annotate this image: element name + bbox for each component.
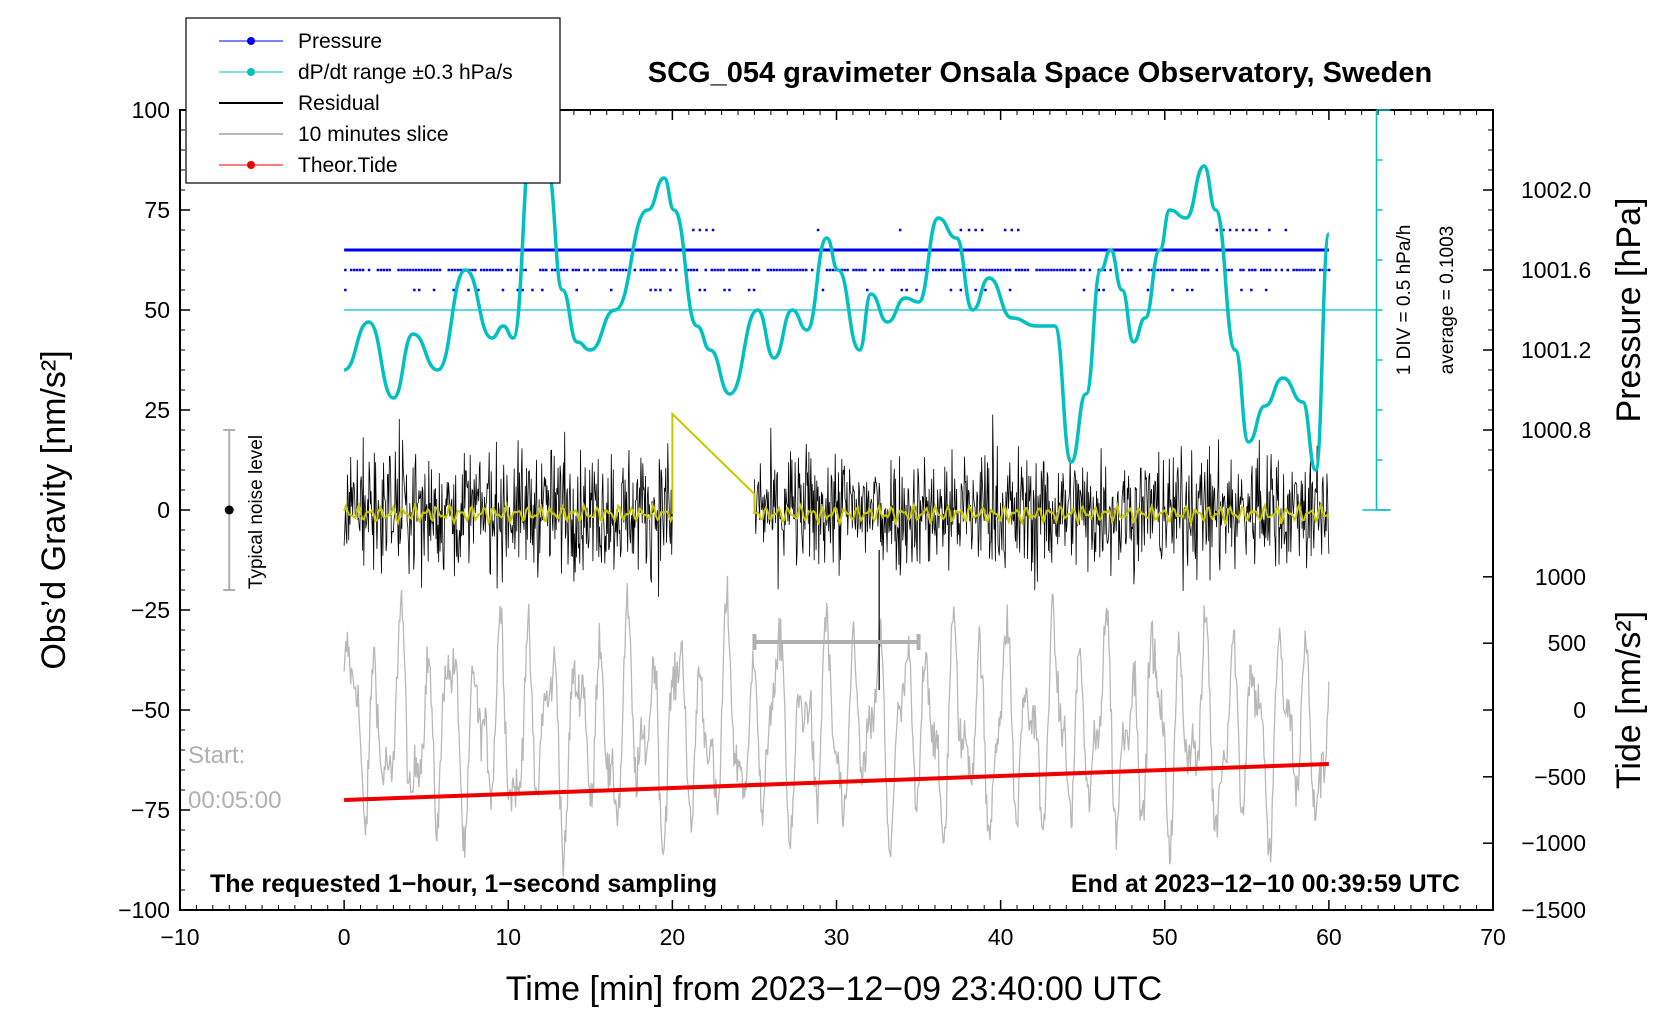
y-axis-label-left: Obs’d Gravity [nm/s²] (35, 350, 73, 669)
tide-tick-label: 1000 (1535, 564, 1586, 590)
x-axis-label: Time [min] from 2023−12−09 23:40:00 UTC (506, 970, 1162, 1008)
legend-label: Theor.Tide (298, 154, 398, 177)
x-tick-label: 50 (1152, 924, 1178, 950)
legend-label: 10 minutes slice (298, 123, 449, 146)
noise-level-label: Typical noise level (246, 435, 267, 589)
tide-line (344, 762, 1329, 802)
x-tick-label: 0 (338, 924, 351, 950)
x-tick-label: 20 (660, 924, 686, 950)
legend-box (185, 17, 561, 184)
y-tick-label: −50 (131, 697, 170, 723)
y-tick-label: −25 (131, 597, 170, 623)
x-tick-label: 40 (988, 924, 1014, 950)
pressure-tick-label: 1001.2 (1521, 337, 1591, 363)
x-tick-label: −10 (160, 924, 199, 950)
y-axis-label-pressure: Pressure [hPa] (1610, 198, 1648, 423)
filtered-series (343, 411, 1330, 528)
tide-tick-label: −1000 (1521, 830, 1586, 856)
legend-label: Residual (298, 92, 380, 115)
pressure-tick-label: 1002.0 (1521, 177, 1591, 203)
y-axis-tide: 1000 500 0 −500 −1000 −1500 (1483, 564, 1586, 923)
start-label: Start: (188, 742, 245, 769)
legend-label: Pressure (298, 30, 382, 53)
gap-interp-line (671, 411, 756, 514)
tide-tick-label: −500 (1534, 764, 1586, 790)
x-tick-label: 60 (1316, 924, 1342, 950)
slice-series (343, 575, 1330, 877)
pressure-series (344, 228, 1331, 292)
tide-tick-label: 0 (1573, 697, 1586, 723)
x-axis: −10 0 10 20 30 40 50 60 70 (160, 110, 1506, 950)
x-tick-label: 70 (1480, 924, 1506, 950)
y-tick-label: 50 (144, 297, 170, 323)
chart-annotations (223, 429, 921, 650)
residual-line-right (754, 414, 1330, 592)
legend: Pressure dP/dt range ±0.3 hPa/s Residual 10… (185, 17, 561, 184)
legend-marker (247, 68, 255, 76)
slice-line (343, 575, 1330, 877)
noise-center-dot (224, 505, 234, 515)
filtered-line-left (343, 501, 674, 527)
residual-line-left (343, 418, 673, 597)
legend-label: dP/dt range ±0.3 hPa/s (298, 61, 513, 84)
y-tick-label: −100 (118, 897, 170, 923)
y-tick-label: 25 (144, 397, 170, 423)
legend-entries: Pressure dP/dt range ±0.3 hPa/s Residual 10… (219, 30, 513, 177)
y-axis-pressure: 1002.0 1001.6 1001.2 1000.8 (1483, 129, 1591, 471)
y-tick-label: −75 (131, 797, 170, 823)
pressure-tick-label: 1000.8 (1521, 417, 1591, 443)
pressure-average-label: average = 0.1003 (1437, 226, 1458, 374)
residual-series (343, 414, 1330, 690)
y-tick-label: 100 (132, 97, 170, 123)
start-time: 00:05:00 (188, 787, 281, 814)
pressure-scale-label: 1 DIV = 0.5 hPa/h (1394, 225, 1415, 376)
x-tick-label: 30 (824, 924, 850, 950)
x-tick-label: 10 (495, 924, 521, 950)
legend-marker (247, 161, 255, 169)
y-tick-label: 0 (157, 497, 170, 523)
y-tick-label: 75 (144, 197, 170, 223)
pressure-tick-label: 1001.6 (1521, 257, 1591, 283)
filtered-line-right (753, 500, 1330, 528)
chart-title: SCG_054 gravimeter Onsala Space Observat… (648, 57, 1432, 89)
y-axis-label-tide: Tide [nm/s²] (1610, 611, 1648, 789)
tide-tick-label: −1500 (1521, 897, 1586, 923)
end-note: End at 2023−12−10 00:39:59 UTC (1071, 870, 1460, 898)
requested-note: The requested 1−hour, 1−second sampling (210, 870, 717, 898)
legend-marker (247, 37, 255, 45)
y-axis-left: 100 75 50 25 0 −25 −50 −75 −100 (118, 97, 190, 923)
tide-series (344, 762, 1329, 802)
tide-tick-label: 500 (1548, 630, 1586, 656)
